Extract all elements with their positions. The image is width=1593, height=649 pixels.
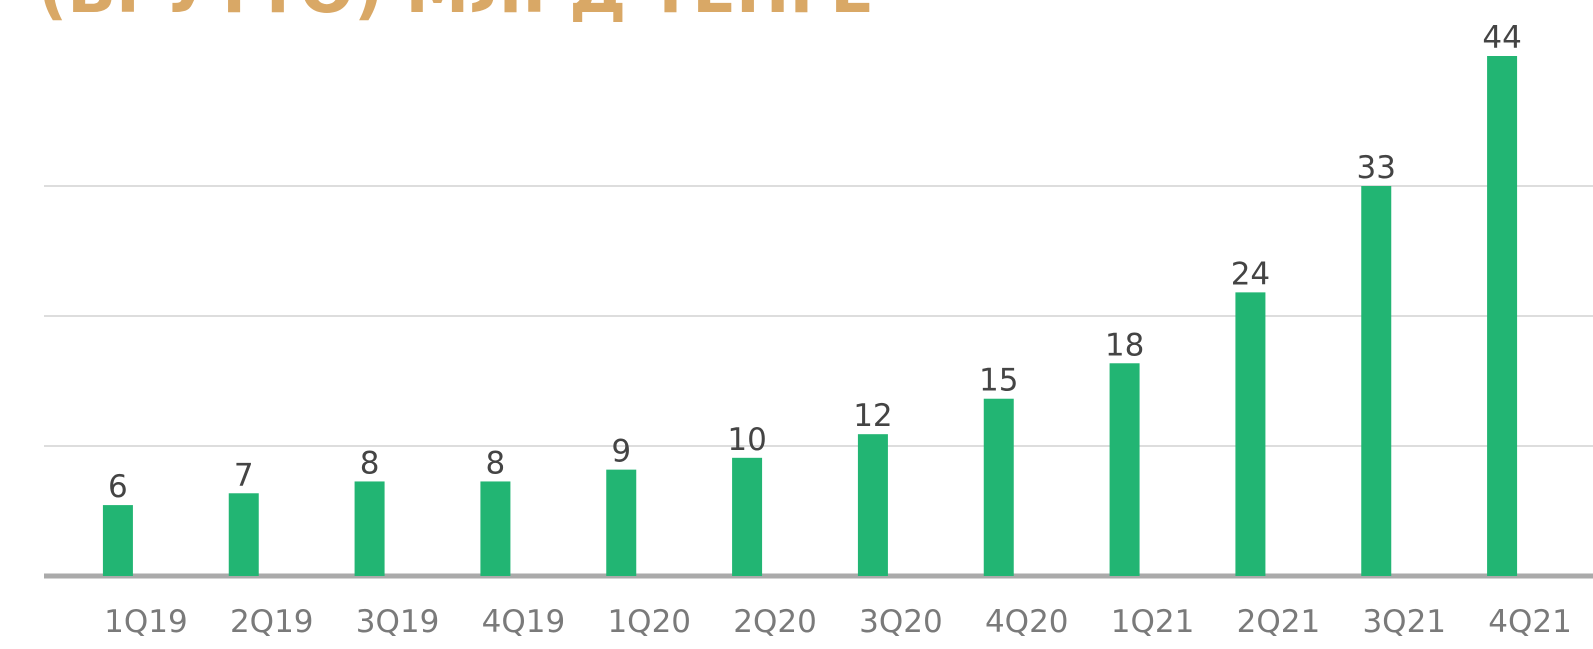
data-label: 6 <box>108 469 128 505</box>
bar <box>1235 292 1266 576</box>
data-label: 33 <box>1357 150 1396 186</box>
x-tick-label: 2Q20 <box>733 604 817 640</box>
bar <box>102 505 133 576</box>
data-label: 15 <box>979 363 1018 399</box>
bar <box>354 481 385 576</box>
data-label: 12 <box>853 398 892 434</box>
bar <box>480 481 511 576</box>
x-tick-label: 4Q21 <box>1488 604 1572 640</box>
bar <box>732 457 763 576</box>
x-tick-label: 1Q20 <box>607 604 691 640</box>
x-tick-label: 3Q20 <box>859 604 943 640</box>
data-label: 7 <box>234 457 254 493</box>
x-tick-label: 3Q19 <box>356 604 440 640</box>
data-label: 44 <box>1482 20 1521 56</box>
x-tick-label: 1Q19 <box>104 604 188 640</box>
bar <box>1109 363 1140 576</box>
data-label: 10 <box>727 422 766 458</box>
data-label: 8 <box>360 445 380 481</box>
data-label: 18 <box>1105 327 1144 363</box>
x-tick-label: 4Q20 <box>985 604 1069 640</box>
bar <box>228 493 259 576</box>
x-tick-label: 2Q21 <box>1237 604 1321 640</box>
data-label: 8 <box>486 445 506 481</box>
x-tick-label: 2Q19 <box>230 604 314 640</box>
x-tick-label: 1Q21 <box>1111 604 1195 640</box>
chart-title: (БРУТТО) МЛРД ТЕНГЕ <box>38 0 874 28</box>
bar <box>606 469 637 576</box>
bar <box>1361 186 1392 576</box>
data-label: 9 <box>611 434 631 470</box>
bar <box>857 434 888 576</box>
x-tick-label: 3Q21 <box>1362 604 1446 640</box>
bar <box>1487 56 1518 576</box>
x-tick-label: 4Q19 <box>482 604 566 640</box>
bar <box>983 398 1014 576</box>
data-label: 24 <box>1231 256 1270 292</box>
